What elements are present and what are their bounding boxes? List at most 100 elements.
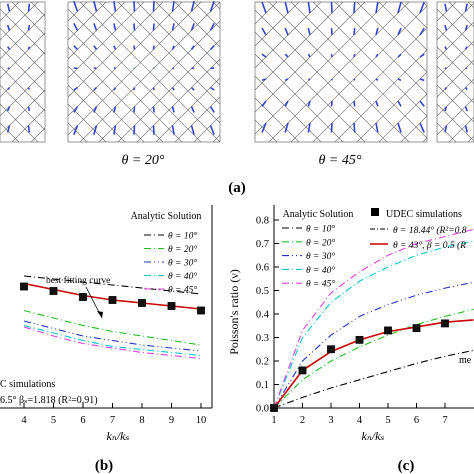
mesh-joint-line bbox=[254, 1, 344, 91]
y-tick-label: 0.8 bbox=[256, 216, 269, 227]
panel-b-sim-label: C simulations bbox=[0, 379, 55, 390]
displacement-vector bbox=[133, 45, 136, 50]
x-tick-label: 7 bbox=[442, 415, 447, 426]
legend-label: θ = 30° bbox=[306, 251, 335, 262]
displacement-vector bbox=[27, 3, 31, 12]
panel-c-chart: 1 2 3 4 5 6 7 0.0 0.1 0.2 0.3 0.4 0.5 0.6 0.7 0.8 Poiss… bbox=[227, 205, 474, 474]
mesh-joint-line bbox=[436, 59, 474, 98]
sim-point bbox=[138, 299, 146, 307]
displacement-vector bbox=[444, 106, 448, 112]
sim-point bbox=[49, 287, 58, 295]
panel-b-legend-title: Analytic Solution bbox=[131, 211, 202, 222]
mesh-joint-line bbox=[378, 93, 428, 143]
mesh-joint-line bbox=[254, 119, 278, 143]
displacement-vector bbox=[210, 67, 215, 70]
displacement-vector bbox=[375, 122, 379, 133]
displacement-vector bbox=[397, 100, 402, 107]
series-line-6 bbox=[273, 319, 474, 409]
mesh-joint-line bbox=[422, 137, 428, 143]
displacement-vector bbox=[375, 53, 379, 58]
mesh-joint-line bbox=[254, 97, 300, 143]
displacement-vector bbox=[152, 106, 155, 113]
legend-label: θ = 10° bbox=[306, 224, 335, 235]
displacement-vector bbox=[353, 1, 356, 14]
x-tick-label: 2 bbox=[300, 415, 305, 426]
displacement-vector bbox=[6, 24, 11, 31]
displacement-vector bbox=[209, 45, 215, 51]
displacement-vector bbox=[261, 78, 267, 82]
displacement-vector bbox=[284, 78, 289, 82]
displacement-vector bbox=[152, 23, 155, 31]
panel-c-curves bbox=[273, 228, 474, 409]
mesh-image-theta-45 bbox=[254, 1, 428, 143]
panel-c-sim-legend-marker bbox=[371, 208, 379, 216]
displacement-vector bbox=[93, 23, 98, 31]
displacement-vector bbox=[6, 106, 11, 112]
mesh-joint-line bbox=[334, 1, 428, 95]
mesh-joint-line bbox=[67, 1, 107, 41]
displacement-vector bbox=[93, 0, 98, 12]
displacement-vector bbox=[375, 78, 379, 81]
mesh-joint-line bbox=[0, 27, 46, 74]
displacement-vector bbox=[190, 45, 195, 50]
mesh-joint-line bbox=[67, 1, 145, 79]
mesh-image-partial-left bbox=[0, 1, 46, 143]
displacement-vector bbox=[190, 125, 195, 135]
panel-c-annotation: me bbox=[459, 355, 472, 366]
displacement-vector bbox=[397, 122, 402, 133]
legend-label: θ = 40° bbox=[306, 265, 335, 276]
mesh-joint-line bbox=[378, 1, 428, 51]
displacement-vector bbox=[307, 27, 311, 36]
sim-point bbox=[20, 282, 28, 291]
mesh-joint-line bbox=[212, 134, 221, 143]
y-tick-label: 0.5 bbox=[256, 286, 269, 297]
panel-b-xlabel: kₙ/kₛ bbox=[107, 429, 130, 443]
mesh-joint-line bbox=[0, 70, 46, 117]
series-line-2 bbox=[23, 309, 202, 346]
mesh-images-row bbox=[0, 0, 474, 143]
mesh-joint-line bbox=[79, 1, 221, 143]
mesh-joint-line bbox=[254, 9, 388, 143]
sim-point bbox=[108, 296, 117, 304]
displacement-vector bbox=[419, 1, 425, 14]
mesh-joint-line bbox=[448, 1, 474, 28]
displacement-vector bbox=[93, 125, 98, 135]
y-tick-label: 0.4 bbox=[256, 310, 270, 321]
displacement-vector bbox=[113, 106, 117, 113]
displacement-vector bbox=[209, 0, 215, 12]
displacement-vector bbox=[27, 87, 31, 90]
x-tick-label: 5 bbox=[385, 415, 390, 426]
mesh-joint-line bbox=[254, 53, 344, 143]
displacement-vector bbox=[419, 122, 425, 133]
mesh-image-theta-20 bbox=[67, 0, 221, 143]
x-tick-label: 9 bbox=[169, 415, 174, 426]
displacement-vector bbox=[73, 23, 79, 31]
series-line-5 bbox=[273, 228, 474, 409]
mesh-joint-line bbox=[67, 84, 126, 143]
displacement-vector bbox=[209, 106, 215, 113]
mesh-joint-line bbox=[290, 1, 428, 139]
displacement-vector bbox=[444, 125, 448, 133]
mesh-joint-line bbox=[400, 1, 428, 29]
panel-c-sim-item-2: θ = 43°, β = 0.5 (R bbox=[393, 240, 466, 251]
sim-point bbox=[327, 345, 335, 354]
displacement-vector bbox=[113, 87, 117, 91]
mesh-joint-line bbox=[30, 1, 46, 17]
displacement-vector bbox=[419, 53, 425, 58]
series-line-2 bbox=[273, 308, 474, 409]
displacement-vector bbox=[7, 46, 11, 50]
mesh-joint-line bbox=[174, 96, 221, 143]
series-line-3 bbox=[273, 281, 474, 409]
caption-theta-20: θ = 20° bbox=[122, 153, 165, 168]
displacement-vector bbox=[6, 125, 11, 133]
displacement-vector bbox=[27, 25, 31, 31]
series-line-4 bbox=[23, 324, 202, 357]
mesh-joint-line bbox=[98, 20, 221, 143]
displacement-vector bbox=[190, 106, 195, 113]
displacement-vector bbox=[27, 46, 31, 50]
mesh-joint-line bbox=[254, 75, 322, 143]
displacement-vector bbox=[73, 125, 79, 135]
displacement-vector bbox=[419, 27, 425, 36]
displacement-vector bbox=[152, 1, 155, 12]
displacement-vector bbox=[375, 100, 379, 107]
